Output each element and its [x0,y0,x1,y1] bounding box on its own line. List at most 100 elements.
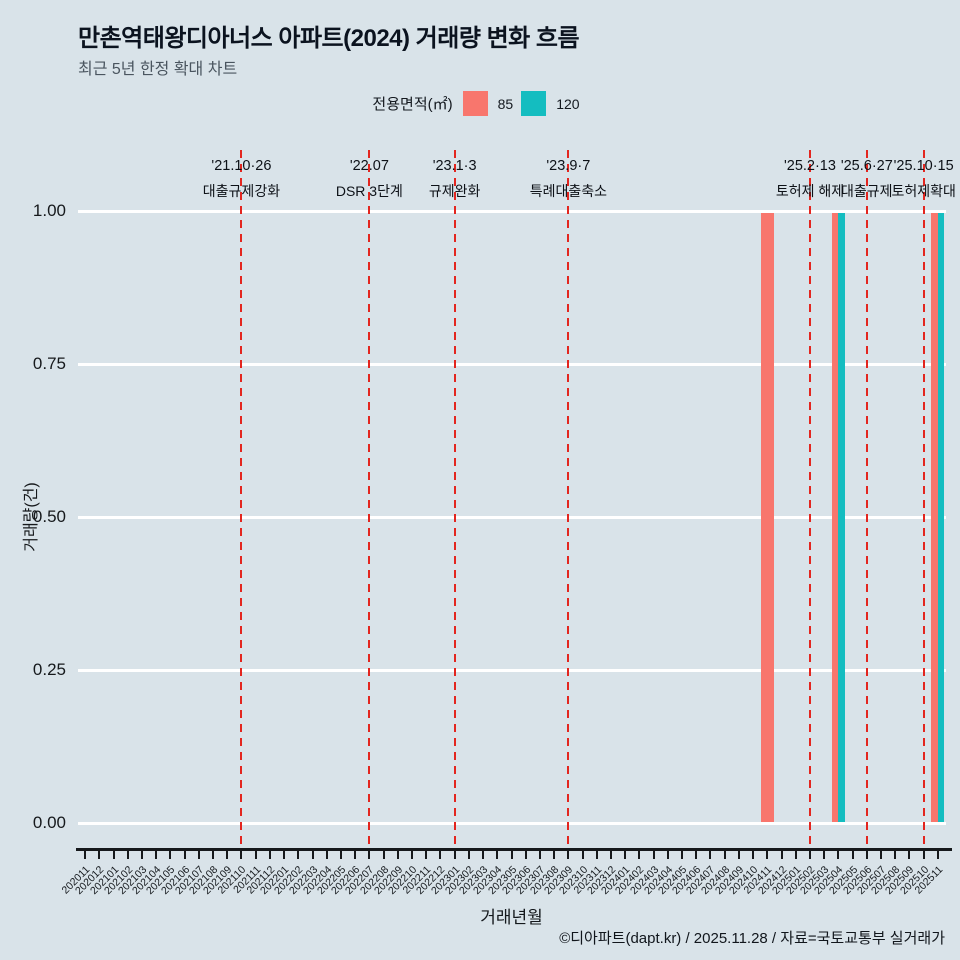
event-label-202309: 특례대출축소 [529,183,607,199]
bar-85-202411 [760,213,774,822]
x-tick-202407 [709,851,712,859]
x-tick-202504 [837,851,840,859]
x-tick-202103 [140,851,143,859]
event-label-202510: 토허제확대 [891,183,956,199]
x-tick-202106 [183,851,186,859]
x-tick-202204 [325,851,328,859]
y-tick-label-0.00: 0.00 [32,813,66,832]
x-tick-202302 [467,851,470,859]
event-line-202506 [865,150,868,849]
event-line-202110 [240,150,243,849]
x-tick-202102 [126,851,129,859]
legend: 전용면적(㎡) 85 120 [0,91,960,116]
x-tick-202410 [752,851,755,859]
x-tick-202401 [624,851,627,859]
x-tick-202501 [794,851,797,859]
x-tick-202212 [439,851,442,859]
legend-item-120: 120 [521,91,580,116]
event-label-202207: DSR 3단계 [335,183,403,199]
x-tick-202511 [936,851,939,859]
legend-label-85: 85 [497,95,514,112]
x-tick-202112 [268,851,271,859]
event-label-202502: 토허제 해제 [775,183,845,199]
x-tick-202404 [666,851,669,859]
x-axis-line [76,848,952,851]
gridline-0.75 [78,362,946,366]
x-tick-202408 [723,851,726,859]
x-tick-202510 [922,851,925,859]
x-tick-202308 [553,851,556,859]
gridline-1.00 [78,209,946,213]
event-label-202110: 대출규제강화 [202,183,281,199]
x-tick-202104 [155,851,158,859]
x-tick-202411 [766,851,769,859]
x-tick-202305 [510,851,513,859]
y-tick-label-1.00: 1.00 [32,201,66,220]
event-label-202506: 대출규제 [841,183,893,199]
legend-label-120: 120 [556,95,580,112]
source-caption: ©디아파트(dapt.kr) / 2025.11.28 / 자료=국토교통부 실… [559,930,945,947]
x-axis-title: 거래년월 [480,908,543,927]
event-line-202207 [368,150,371,849]
x-tick-202107 [197,851,200,859]
x-tick-202309 [567,851,570,859]
x-tick-202509 [908,851,911,859]
x-tick-202306 [524,851,527,859]
x-tick-202310 [581,851,584,859]
x-tick-202108 [212,851,215,859]
x-tick-202111 [254,851,257,859]
legend-item-85: 85 [462,91,514,116]
gridline-0.25 [78,668,946,672]
x-tick-202011 [84,851,87,859]
bar-120-202511 [937,213,945,822]
x-tick-202202 [297,851,300,859]
x-tick-202110 [240,851,243,859]
x-tick-202406 [695,851,698,859]
x-tick-202208 [382,851,385,859]
x-tick-202412 [780,851,783,859]
legend-title: 전용면적(㎡) [372,96,453,113]
y-tick-label-0.75: 0.75 [32,354,66,373]
event-date-202207: '22.07 [349,158,389,174]
bar-85-202511 [931,213,938,822]
x-tick-202304 [496,851,499,859]
x-tick-202506 [865,851,868,859]
x-tick-202403 [652,851,655,859]
x-tick-202105 [169,851,172,859]
x-tick-202012 [98,851,101,859]
bar-120-202504 [838,213,845,822]
event-date-202506: '25.6·27 [840,158,893,174]
x-tick-202203 [311,851,314,859]
x-tick-202312 [609,851,612,859]
event-date-202510: '25.10·15 [893,158,954,174]
x-tick-202303 [482,851,485,859]
x-tick-202201 [283,851,286,859]
x-tick-202508 [894,851,897,859]
gridline-0.00 [78,821,946,825]
legend-swatch-85 [462,91,488,116]
x-tick-202205 [339,851,342,859]
event-date-202110: '21.10·26 [211,158,272,174]
x-tick-202211 [425,851,428,859]
x-tick-202206 [354,851,357,859]
x-tick-202402 [638,851,641,859]
event-line-202510 [922,150,925,849]
x-tick-202301 [453,851,456,859]
x-tick-202307 [538,851,541,859]
event-date-202301: '23.1·3 [432,158,477,174]
page-title: 만촌역태왕디아너스 아파트(2024) 거래량 변화 흐름 [78,25,580,52]
y-tick-label-0.25: 0.25 [32,660,66,679]
event-label-202301: 규제완화 [428,183,481,199]
y-tick-label-0.50: 0.50 [32,507,66,526]
x-tick-202507 [880,851,883,859]
event-date-202502: '25.2·13 [783,158,836,174]
x-tick-202405 [681,851,684,859]
x-tick-202209 [396,851,399,859]
event-line-202502 [808,150,811,849]
x-tick-202207 [368,851,371,859]
x-tick-202109 [226,851,229,859]
legend-swatch-120 [521,91,547,116]
page-subtitle: 최근 5년 한정 확대 차트 [78,61,238,78]
x-tick-202505 [851,851,854,859]
